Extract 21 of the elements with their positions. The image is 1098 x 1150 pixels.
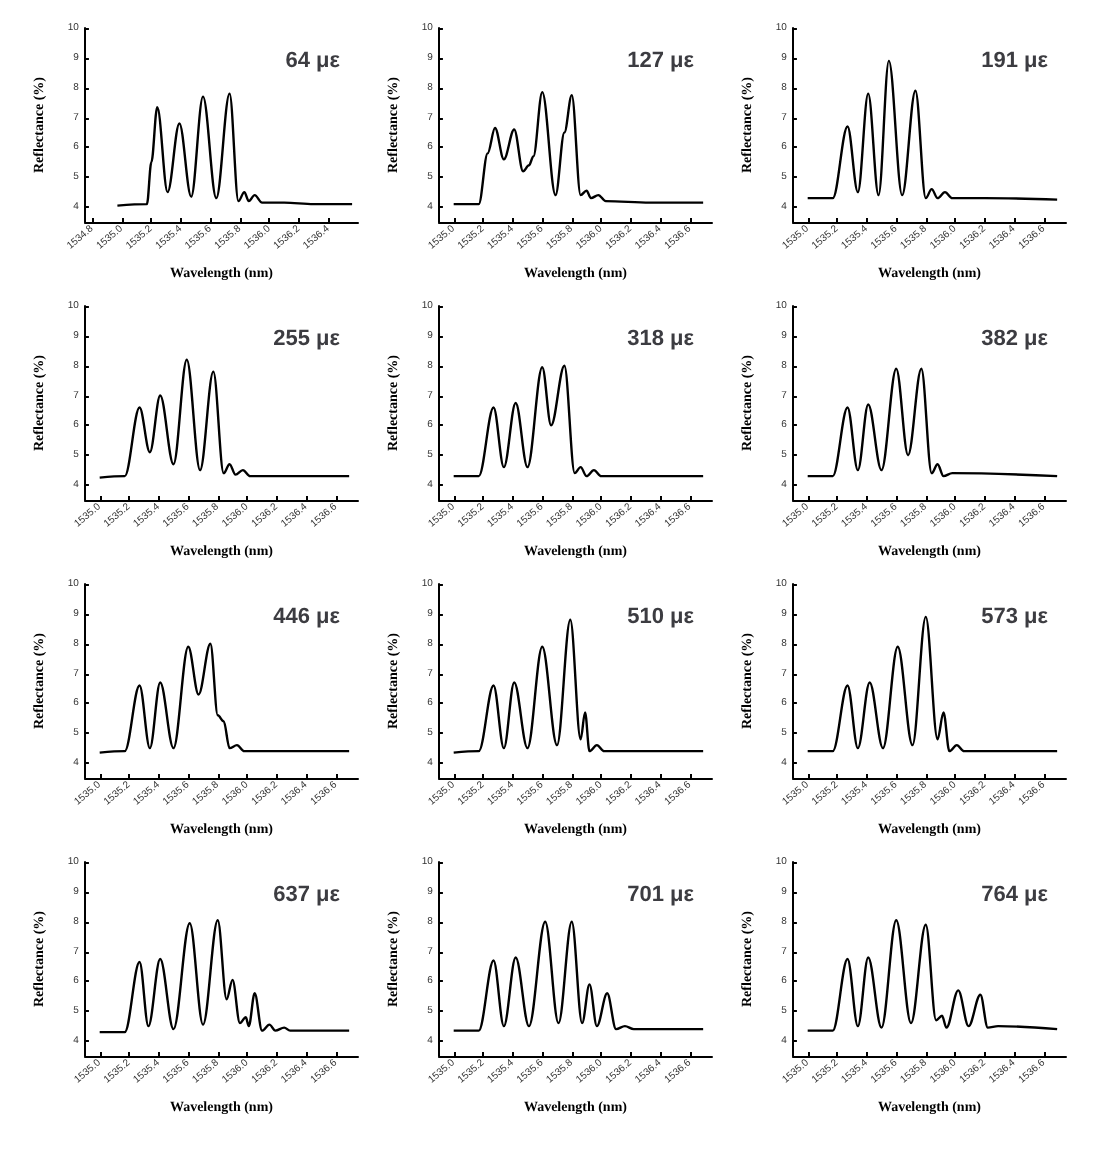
text: 701 με xyxy=(627,883,696,907)
text: 573 με xyxy=(981,605,1050,629)
line-series xyxy=(806,367,1059,478)
line-series xyxy=(452,920,705,1032)
text: 255 με xyxy=(273,327,342,351)
text: 382 με xyxy=(981,327,1050,351)
text: 191 με xyxy=(981,49,1050,73)
text: 64 με xyxy=(285,49,342,73)
line-series xyxy=(452,90,705,206)
line-series xyxy=(452,364,705,478)
text: 446 με xyxy=(273,605,342,629)
text: 764 με xyxy=(981,883,1050,907)
line-series xyxy=(98,358,351,479)
text: 637 με xyxy=(273,883,342,907)
text: 318 με xyxy=(627,327,696,351)
line-series xyxy=(806,919,1059,1032)
line-series xyxy=(98,642,351,754)
line-series xyxy=(116,92,354,207)
line-series xyxy=(98,919,351,1034)
text: 510 με xyxy=(627,605,696,629)
text: 127 με xyxy=(627,49,696,73)
